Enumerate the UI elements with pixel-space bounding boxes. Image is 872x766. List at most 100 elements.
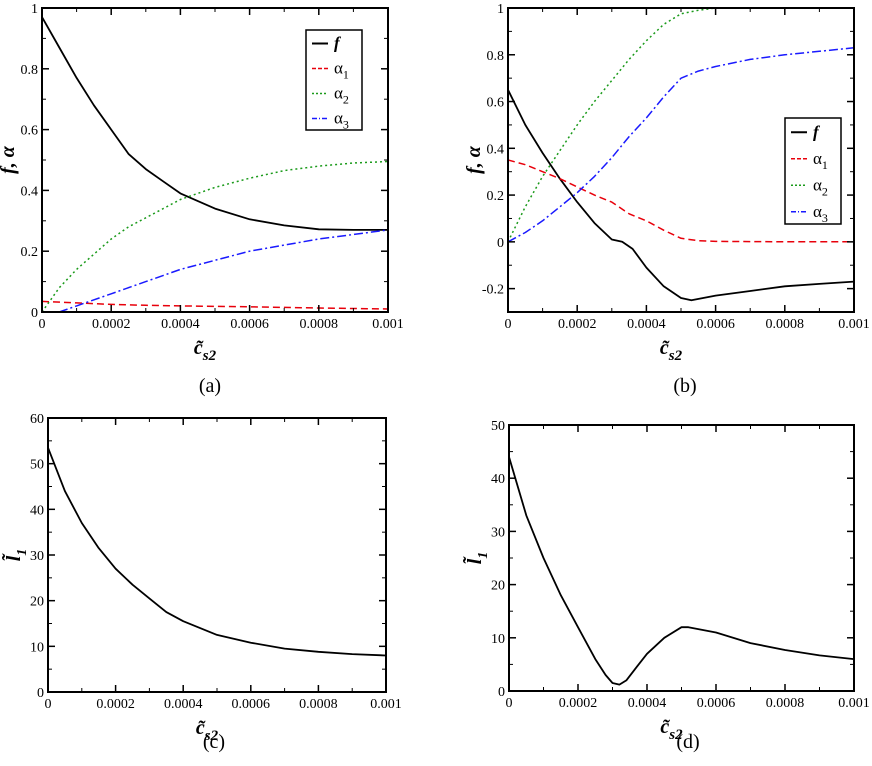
legend-box xyxy=(305,29,363,131)
x-tick-label: 0.001 xyxy=(838,317,870,332)
series-line-l1 xyxy=(509,456,854,686)
x-axis-label-main: c̃ xyxy=(196,717,207,739)
y-tick-label: 0 xyxy=(497,236,504,251)
y-axis-label: f, α xyxy=(0,145,19,174)
chart-panel-b: 0 0.0002 0.0004 0.0006 0.0008 0.001 -0.2 0 0.2 0.… xyxy=(463,2,870,397)
x-tick-label: 0.001 xyxy=(370,697,402,712)
chart-panel-d: 0 0.0002 0.0004 0.0006 0.0008 0.001 0 10 20 30 40 5… xyxy=(463,419,870,753)
y-axis-label: l̃1 xyxy=(463,552,491,565)
x-axis-label-main: c̃ xyxy=(660,716,671,738)
legend-entry-sub: 3 xyxy=(822,211,828,225)
y-tick-label: 40 xyxy=(30,503,44,518)
legend-entry-name: f xyxy=(334,34,342,53)
legend-entry-name: α xyxy=(334,59,343,78)
y-axis-label: l̃1 xyxy=(2,549,30,562)
y-tick-label: 0 xyxy=(37,686,44,701)
series-line-alpha2 xyxy=(42,160,388,312)
x-tick-label: 0.0006 xyxy=(232,697,271,712)
y-tick-label: 0.4 xyxy=(487,142,505,157)
x-tick-label: 0.0006 xyxy=(697,696,736,711)
y-axis-label-sub: 1 xyxy=(476,552,491,559)
y-tick-label: 0.8 xyxy=(487,49,505,64)
legend-entry-name: α xyxy=(813,202,822,221)
panel-caption: (c) xyxy=(203,731,225,753)
x-tick-label: 0.0006 xyxy=(696,317,735,332)
x-tick-label: 0 xyxy=(506,696,513,711)
y-tick-label: 10 xyxy=(491,632,505,647)
x-tick-label: 0.0002 xyxy=(92,317,131,332)
series-line-alpha3 xyxy=(508,47,854,243)
y-tick-label: 60 xyxy=(30,412,44,427)
y-tick-label: 20 xyxy=(491,579,505,594)
legend-entry-sub: 3 xyxy=(343,118,349,132)
x-tick-label: 0.0004 xyxy=(161,317,200,332)
x-tick-label: 0.0002 xyxy=(558,317,597,332)
x-axis-label-sub: s2 xyxy=(204,728,219,744)
y-tick-label: 1 xyxy=(31,2,38,17)
x-tick-label: 0.0006 xyxy=(230,317,269,332)
legend-entry: α2 xyxy=(334,84,349,107)
plot-frame xyxy=(47,417,387,693)
y-axis-label-main: f, α xyxy=(0,145,19,174)
y-tick-label: 30 xyxy=(30,549,44,564)
x-tick-label: 0.001 xyxy=(838,696,870,711)
x-tick-label: 0.0008 xyxy=(299,697,338,712)
legend-box xyxy=(784,117,842,225)
legend-entry: α3 xyxy=(334,109,349,132)
y-tick-label: 40 xyxy=(491,472,505,487)
x-tick-label: 0 xyxy=(45,697,52,712)
legend-entry: f xyxy=(334,34,342,53)
series-line-alpha1 xyxy=(42,300,388,310)
x-axis-label: c̃s2 xyxy=(660,337,683,364)
panel-caption: (d) xyxy=(676,731,699,753)
panel-caption: (b) xyxy=(673,375,696,397)
y-tick-label: 0.6 xyxy=(21,124,39,139)
y-tick-label: 0.2 xyxy=(21,245,39,260)
chart-panel-c: 0 0.0002 0.0004 0.0006 0.0008 0.001 0 10 20 30 40 5… xyxy=(2,412,402,753)
y-axis-label: f, α xyxy=(463,145,485,174)
legend-entry-name: α xyxy=(334,84,343,103)
x-tick-label: 0.0008 xyxy=(300,317,339,332)
y-tick-label: 1 xyxy=(497,2,504,17)
legend-entry-sub: 2 xyxy=(343,93,349,107)
legend-entry-sub: 1 xyxy=(822,158,828,172)
x-tick-label: 0.0002 xyxy=(96,697,135,712)
x-tick-label: 0.0004 xyxy=(628,696,667,711)
series-line-alpha3 xyxy=(42,229,388,312)
legend-entry: α1 xyxy=(813,149,828,172)
legend-entry: α2 xyxy=(813,175,828,198)
x-tick-label: 0.0004 xyxy=(627,317,666,332)
plot-frame xyxy=(508,424,855,692)
y-axis-label-sub: 1 xyxy=(15,549,30,556)
legend-entry: α1 xyxy=(334,59,349,82)
y-tick-label: 0.6 xyxy=(487,96,505,111)
x-tick-label: 0.0008 xyxy=(766,317,805,332)
legend-entry-name: f xyxy=(813,122,821,141)
legend-entry-sub: 1 xyxy=(343,68,349,82)
x-tick-label: 0 xyxy=(39,317,46,332)
series-line-f xyxy=(508,89,854,302)
y-tick-label: 30 xyxy=(491,525,505,540)
y-tick-label: 50 xyxy=(30,458,44,473)
legend-entry-name: α xyxy=(813,149,822,168)
y-tick-label: 0.2 xyxy=(487,189,505,204)
y-tick-label: 20 xyxy=(30,595,44,610)
x-axis-label: c̃s2 xyxy=(196,717,219,744)
y-tick-label: 0 xyxy=(31,306,38,321)
legend-entry-name: α xyxy=(813,175,822,194)
x-tick-label: 0.001 xyxy=(372,317,404,332)
y-tick-label: 50 xyxy=(491,419,505,434)
series-line-alpha1 xyxy=(508,159,854,243)
y-tick-label: -0.2 xyxy=(482,283,504,298)
series-line-l1 xyxy=(48,447,386,657)
x-tick-label: 0.0002 xyxy=(559,696,598,711)
x-axis-label-main: c̃ xyxy=(194,337,205,359)
x-axis-label-sub: s2 xyxy=(668,727,683,743)
y-tick-label: 0.4 xyxy=(21,184,39,199)
legend-entry: f xyxy=(813,122,821,141)
legend-entry: α3 xyxy=(813,202,828,225)
x-axis-label: c̃s2 xyxy=(660,716,683,743)
x-axis-label-sub: s2 xyxy=(668,348,683,364)
